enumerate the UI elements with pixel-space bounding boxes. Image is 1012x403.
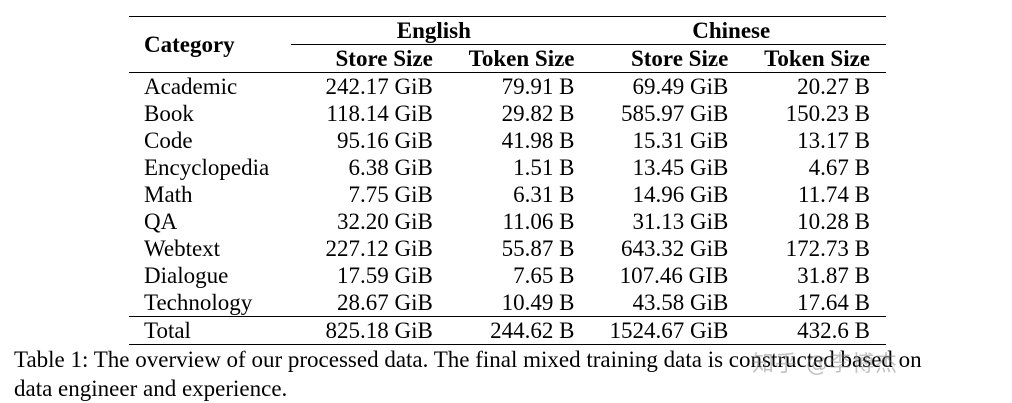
en-token-cell: 6.31 B [513, 182, 575, 207]
table-row: Math 7.75 GiB 6.31 B 14.96 GiB 11.74 B [129, 181, 886, 208]
chinese-group-header: Chinese [576, 16, 886, 45]
zh-token-cell: 11.74 B [798, 182, 870, 207]
total-en-token-cell: 244.62 B [490, 318, 575, 343]
en-store-cell: 17.59 GiB [336, 263, 433, 288]
table-row: Encyclopedia 6.38 GiB 1.51 B 13.45 GiB 4… [129, 154, 886, 181]
data-overview-table: Category English Chinese Store Size Toke… [129, 16, 886, 345]
caption-line-1: Table 1: The overview of our processed d… [14, 347, 922, 372]
zh-store-cell: 31.13 GiB [632, 209, 729, 234]
table-body: Academic 242.17 GiB 79.91 B 69.49 GiB 20… [129, 72, 886, 345]
en-store-cell: 32.20 GiB [336, 209, 433, 234]
zh-token-cell: 17.64 B [797, 290, 870, 315]
total-row: Total 825.18 GiB 244.62 B 1524.67 GiB 43… [129, 316, 886, 345]
zh-store-cell: 43.58 GiB [632, 290, 729, 315]
total-zh-store-cell: 1524.67 GiB [609, 318, 729, 343]
en-token-cell: 7.65 B [513, 263, 575, 288]
total-label-cell: Total [144, 318, 191, 343]
en-token-size-header: Token Size [468, 46, 575, 71]
en-token-cell: 29.82 B [501, 101, 575, 126]
table-row: Academic 242.17 GiB 79.91 B 69.49 GiB 20… [129, 72, 886, 101]
table-row: Dialogue 17.59 GiB 7.65 B 107.46 GIB 31.… [129, 262, 886, 289]
en-store-cell: 28.67 GiB [336, 290, 433, 315]
sub-header-row: Store Size Token Size Store Size Token S… [129, 45, 886, 73]
total-en-store-cell: 825.18 GiB [325, 318, 433, 343]
caption-line-2: data engineer and experience. [14, 376, 288, 401]
category-header: Category [144, 32, 235, 57]
zh-store-cell: 13.45 GiB [632, 155, 729, 180]
table-row: Webtext 227.12 GiB 55.87 B 643.32 GiB 17… [129, 235, 886, 262]
zh-store-cell: 14.96 GiB [632, 182, 729, 207]
category-cell: Technology [144, 290, 253, 315]
zh-store-cell: 15.31 GiB [632, 128, 729, 153]
en-store-cell: 227.12 GiB [325, 236, 433, 261]
zh-store-cell: 107.46 GIB [619, 263, 729, 288]
en-token-cell: 10.49 B [501, 290, 575, 315]
category-cell: Dialogue [144, 263, 229, 288]
en-token-cell: 11.06 B [502, 209, 575, 234]
en-token-cell: 1.51 B [513, 155, 575, 180]
zh-store-cell: 585.97 GiB [620, 101, 729, 126]
table-caption: Table 1: The overview of our processed d… [14, 345, 1004, 403]
category-cell: Encyclopedia [144, 155, 270, 180]
table-row: Code 95.16 GiB 41.98 B 15.31 GiB 13.17 B [129, 127, 886, 154]
group-header-row: Category English Chinese [129, 16, 886, 57]
category-cell: QA [144, 209, 178, 234]
zh-store-size-header: Store Size [630, 46, 729, 71]
table-row: QA 32.20 GiB 11.06 B 31.13 GiB 10.28 B [129, 208, 886, 235]
en-store-cell: 6.38 GiB [348, 155, 433, 180]
table-row: Book 118.14 GiB 29.82 B 585.97 GiB 150.2… [129, 100, 886, 127]
zh-token-cell: 20.27 B [797, 74, 870, 99]
en-store-size-header: Store Size [335, 46, 433, 71]
en-token-cell: 55.87 B [501, 236, 575, 261]
zh-token-cell: 13.17 B [797, 128, 870, 153]
category-cell: Book [144, 101, 194, 126]
en-token-cell: 41.98 B [501, 128, 575, 153]
en-store-cell: 118.14 GiB [326, 101, 433, 126]
table-row: Technology 28.67 GiB 10.49 B 43.58 GiB 1… [129, 289, 886, 317]
zh-token-size-header: Token Size [764, 46, 870, 71]
en-token-cell: 79.91 B [501, 74, 575, 99]
total-zh-token-cell: 432.6 B [797, 318, 870, 343]
zh-token-cell: 150.23 B [785, 101, 870, 126]
english-group-header: English [291, 16, 577, 45]
zh-token-cell: 31.87 B [797, 263, 870, 288]
category-cell: Code [144, 128, 193, 153]
en-store-cell: 95.16 GiB [336, 128, 433, 153]
zh-store-cell: 643.32 GiB [620, 236, 729, 261]
category-cell: Webtext [144, 236, 221, 261]
en-store-cell: 7.75 GiB [348, 182, 433, 207]
en-store-cell: 242.17 GiB [325, 74, 433, 99]
zh-token-cell: 10.28 B [797, 209, 870, 234]
zh-token-cell: 4.67 B [808, 155, 870, 180]
data-overview-table-container: Category English Chinese Store Size Toke… [129, 16, 886, 345]
category-cell: Academic [144, 74, 238, 99]
category-cell: Math [144, 182, 193, 207]
zh-token-cell: 172.73 B [785, 236, 870, 261]
zh-store-cell: 69.49 GiB [632, 74, 729, 99]
